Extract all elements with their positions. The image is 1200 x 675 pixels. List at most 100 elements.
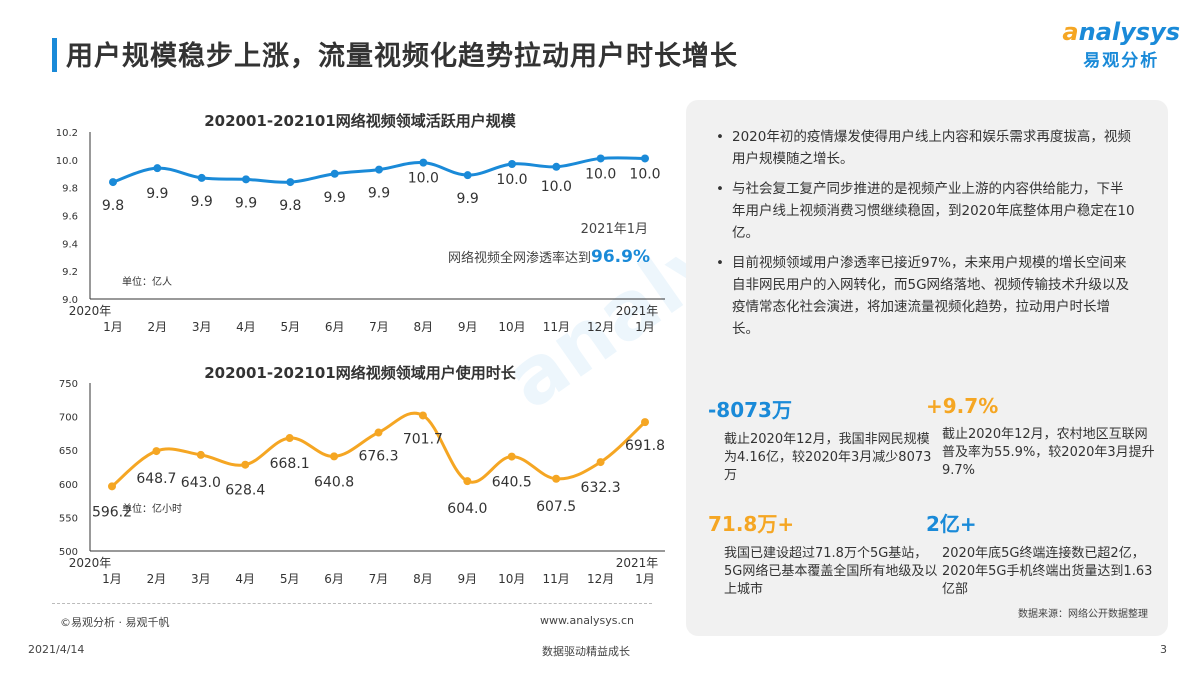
data-point <box>463 171 472 180</box>
data-label: 9.9 <box>368 186 390 202</box>
data-label: 632.3 <box>581 480 621 496</box>
data-label: 10.0 <box>585 166 616 182</box>
stat-rural-penetration: +9.7% 截止2020年12月，农村地区互联网普及率为55.9%，较2020年… <box>926 394 1156 480</box>
stat-value: 2亿+ <box>926 512 977 536</box>
chart1-title: 202001-202101网络视频领域活跃用户规模 <box>204 112 516 130</box>
insight-panel: 2020年初的疫情爆发使得用户线上内容和娱乐需求再度拔高，视频用户规模随之增长。… <box>686 100 1168 636</box>
data-label: 9.8 <box>102 198 124 214</box>
x-tick-label: 10月 <box>498 320 525 334</box>
data-point <box>552 474 561 483</box>
stat-desc: 2020年底5G终端连接数已超2亿，2020年5G手机终端出货量达到1.63亿部 <box>942 546 1153 597</box>
x-tick-label: 3月 <box>191 572 211 586</box>
x-tick-label: 11月 <box>543 572 570 586</box>
website-link[interactable]: www.analysys.cn <box>540 614 634 627</box>
y-tick-label: 9.4 <box>62 239 78 250</box>
x-tick-label: 7月 <box>369 572 389 586</box>
data-point <box>285 434 294 443</box>
footer-divider <box>52 603 652 604</box>
data-label: 628.4 <box>225 483 265 499</box>
data-label: 701.7 <box>403 431 443 447</box>
data-point <box>374 428 383 437</box>
x-tick-label: 6月 <box>325 320 345 334</box>
x-tick-label: 1月 <box>635 572 655 586</box>
data-label: 643.0 <box>181 475 221 491</box>
slogan: 数据驱动精益成长 <box>542 645 630 658</box>
y-tick-label: 10.0 <box>56 156 78 167</box>
stat-value: +9.7% <box>926 394 999 418</box>
y-tick-label: 10.2 <box>56 128 78 139</box>
y-tick-label: 750 <box>59 379 78 390</box>
x-tick-label: 2月 <box>147 572 167 586</box>
x-tick-label: 3月 <box>192 320 212 334</box>
y-tick-label: 650 <box>59 446 78 457</box>
annotation-date: 2021年1月 <box>581 222 648 237</box>
unit-label: 单位：亿人 <box>122 275 172 288</box>
data-point <box>109 178 117 187</box>
x-tick-label: 7月 <box>369 320 389 334</box>
x-tick-label: 9月 <box>458 320 478 334</box>
bullet-item: 目前视频领域用户渗透率已接近97%，未来用户规模的增长空间来自非网民用户的入网转… <box>716 252 1136 340</box>
data-point <box>463 477 472 486</box>
data-point <box>286 178 295 187</box>
data-label: 596.2 <box>92 504 132 520</box>
data-point <box>641 154 649 163</box>
data-label: 648.7 <box>136 471 176 487</box>
data-label: 640.5 <box>492 475 532 491</box>
x-tick-label: 8月 <box>413 572 433 586</box>
logo-cn: 易观分析 <box>1083 51 1160 71</box>
data-point <box>242 175 250 184</box>
chart2-title: 202001-202101网络视频领域用户使用时长 <box>204 364 516 382</box>
data-point <box>596 154 605 163</box>
data-point <box>153 164 162 173</box>
x-tick-label: 8月 <box>414 320 434 334</box>
x-year-label: 2020年 <box>69 304 112 318</box>
x-tick-label: 4月 <box>236 320 256 334</box>
data-point <box>375 165 383 174</box>
x-tick-label: 6月 <box>324 572 344 586</box>
data-label: 9.9 <box>191 194 213 210</box>
y-tick-label: 9.0 <box>62 295 78 306</box>
data-point <box>196 450 205 459</box>
data-label: 668.1 <box>270 456 310 472</box>
x-tick-label: 2月 <box>148 320 168 334</box>
page-number: 3 <box>1160 643 1167 656</box>
x-tick-label: 12月 <box>587 320 614 334</box>
data-label: 691.8 <box>625 438 665 454</box>
data-point <box>108 482 116 491</box>
data-point <box>330 452 339 461</box>
data-label: 10.0 <box>629 166 660 182</box>
stat-desc: 截止2020年12月，我国非网民规模为4.16亿，较2020年3月减少8073万 <box>724 432 932 483</box>
stat-5g-terminals: 2亿+ 2020年底5G终端连接数已超2亿，2020年5G手机终端出货量达到1.… <box>926 508 1156 599</box>
data-point <box>241 460 250 469</box>
x-tick-label: 9月 <box>458 572 478 586</box>
data-point <box>508 160 516 169</box>
data-label: 640.8 <box>314 474 354 490</box>
bullet-item: 与社会复工复产同步推进的是视频产业上游的内容供给能力，下半年用户线上视频消费习惯… <box>716 178 1136 244</box>
data-label: 10.0 <box>496 172 527 188</box>
stat-desc: 我国已建设超过71.8万个5G基站，5G网络已基本覆盖全国所有地级及以上城市 <box>724 546 938 597</box>
data-label: 9.9 <box>146 186 168 202</box>
data-point <box>507 452 516 461</box>
data-label: 9.9 <box>457 191 479 207</box>
chart-usage-time: 500 550 600 650 700 750 1月 2月 3月 4月 5月 6月 7月 8月 9月 10月 1… <box>59 379 665 586</box>
bullet-list: 2020年初的疫情爆发使得用户线上内容和娱乐需求再度拔高，视频用户规模随之增长。… <box>716 126 1136 348</box>
x-tick-label: 1月 <box>102 572 122 586</box>
y-tick-label: 500 <box>59 547 78 558</box>
data-point <box>197 173 206 182</box>
x-tick-label: 1月 <box>103 320 123 334</box>
data-point <box>419 158 428 167</box>
data-label: 9.9 <box>324 190 346 206</box>
stat-value: 71.8万+ <box>708 512 795 536</box>
stat-5g-stations: 71.8万+ 我国已建设超过71.8万个5G基站，5G网络已基本覆盖全国所有地级… <box>708 508 938 599</box>
x-tick-label: 5月 <box>280 572 300 586</box>
data-label: 604.0 <box>447 501 487 517</box>
y-tick-label: 700 <box>59 413 78 424</box>
logo: analysys 易观分析 <box>1062 18 1180 71</box>
penetration-rate: 96.9% <box>591 247 650 267</box>
data-label: 9.8 <box>279 198 301 214</box>
title-accent-bar <box>52 38 57 72</box>
chart-active-users: 9.0 9.2 9.4 9.6 9.8 10.0 10.2 1月 2月 3月 4月 5月 6月 7月 8月 9… <box>56 128 665 334</box>
data-label: 10.0 <box>541 179 572 195</box>
copyright: ©易观分析 · 易观千帆 <box>60 616 170 629</box>
data-source: 数据来源：网络公开数据整理 <box>1018 609 1148 620</box>
